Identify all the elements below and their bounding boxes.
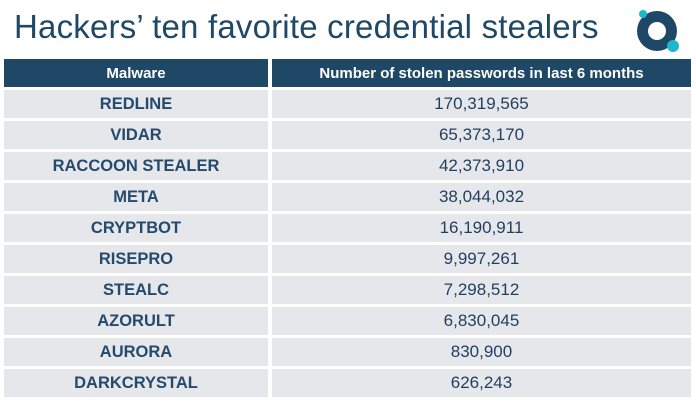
password-count-cell: 9,997,261 bbox=[272, 245, 691, 273]
password-count-cell: 830,900 bbox=[272, 338, 691, 366]
page-title: Hackers’ ten favorite credential stealer… bbox=[14, 8, 599, 45]
password-count-cell: 42,373,910 bbox=[272, 152, 691, 180]
table-row: REDLINE 170,319,565 bbox=[4, 90, 691, 118]
malware-name-cell: AZORULT bbox=[4, 307, 268, 335]
malware-name-cell: RACCOON STEALER bbox=[4, 152, 268, 180]
table-row: AURORA 830,900 bbox=[4, 338, 691, 366]
malware-name-cell: META bbox=[4, 183, 268, 211]
password-count-cell: 7,298,512 bbox=[272, 276, 691, 304]
column-header-malware: Malware bbox=[4, 59, 268, 87]
password-count-cell: 38,044,032 bbox=[272, 183, 691, 211]
malware-name-cell: STEALC bbox=[4, 276, 268, 304]
table-row: RISEPRO 9,997,261 bbox=[4, 245, 691, 273]
table-row: DARKCRYSTAL 626,243 bbox=[4, 369, 691, 397]
malware-name-cell: CRYPTBOT bbox=[4, 214, 268, 242]
malware-name-cell: RISEPRO bbox=[4, 245, 268, 273]
table-row: META 38,044,032 bbox=[4, 183, 691, 211]
table-row: RACCOON STEALER 42,373,910 bbox=[4, 152, 691, 180]
malware-name-cell: VIDAR bbox=[4, 121, 268, 149]
table-row: CRYPTBOT 16,190,911 bbox=[4, 214, 691, 242]
malware-name-cell: REDLINE bbox=[4, 90, 268, 118]
password-count-cell: 65,373,170 bbox=[272, 121, 691, 149]
table-row: VIDAR 65,373,170 bbox=[4, 121, 691, 149]
password-count-cell: 170,319,565 bbox=[272, 90, 691, 118]
table-body: REDLINE 170,319,565 VIDAR 65,373,170 RACCOON… bbox=[4, 90, 691, 397]
column-header-stolen-passwords: Number of stolen passwords in last 6 mon… bbox=[272, 59, 691, 87]
table-row: STEALC 7,298,512 bbox=[4, 276, 691, 304]
data-table: Malware Number of stolen passwords in la… bbox=[4, 59, 691, 400]
brand-logo-icon bbox=[637, 10, 679, 52]
malware-name-cell: DARKCRYSTAL bbox=[4, 369, 268, 397]
password-count-cell: 626,243 bbox=[272, 369, 691, 397]
password-count-cell: 6,830,045 bbox=[272, 307, 691, 335]
table-header-row: Malware Number of stolen passwords in la… bbox=[4, 59, 691, 87]
malware-name-cell: AURORA bbox=[4, 338, 268, 366]
table-row: AZORULT 6,830,045 bbox=[4, 307, 691, 335]
password-count-cell: 16,190,911 bbox=[272, 214, 691, 242]
